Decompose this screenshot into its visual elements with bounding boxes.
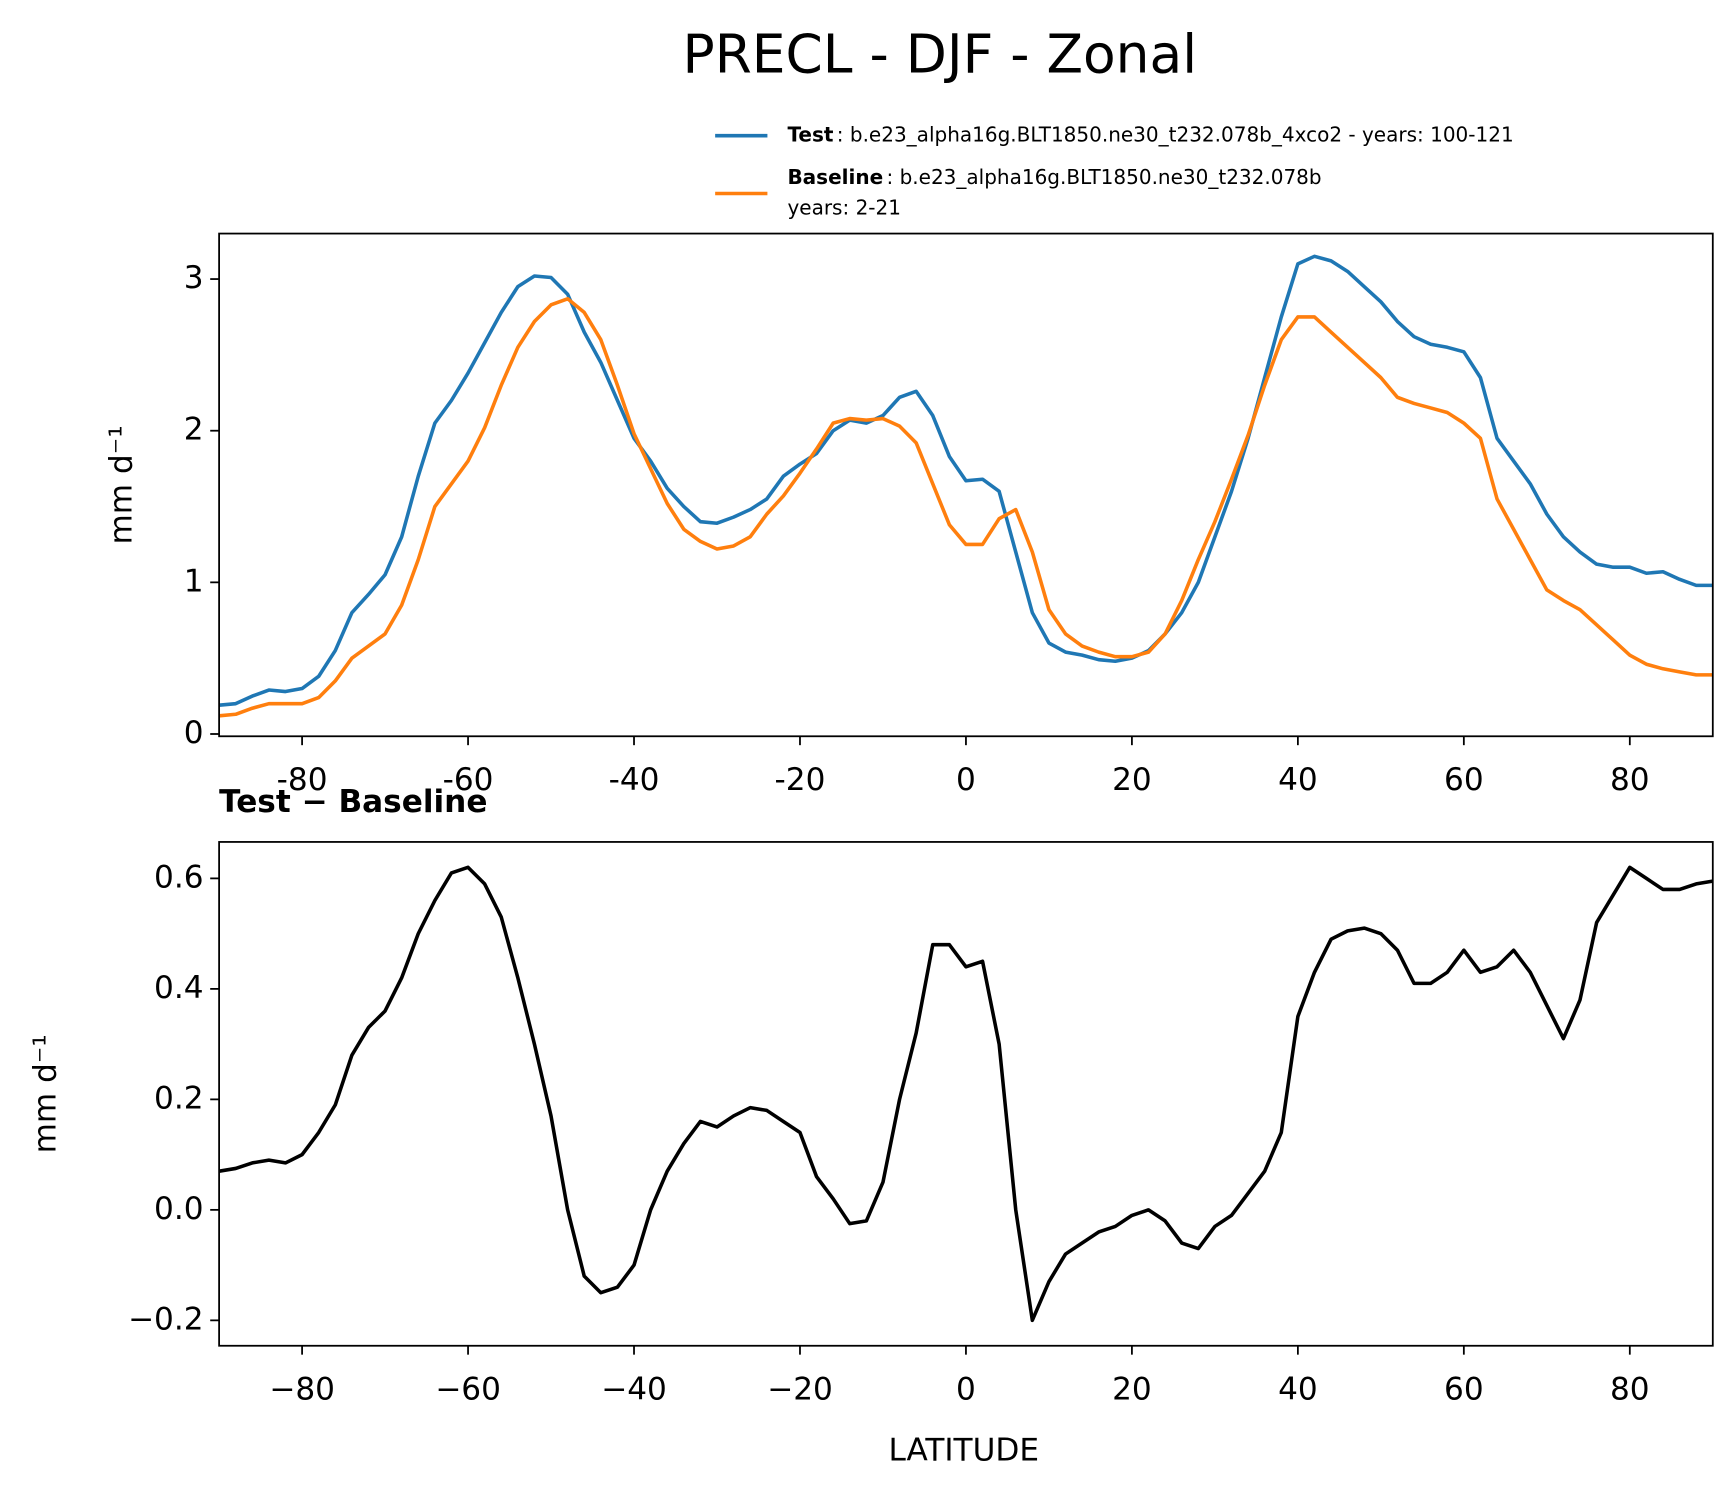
- legend-label: : b.e23_alpha16g.BLT1850.ne30_t232.078b_…: [837, 122, 1514, 146]
- legend-name: Baseline: [787, 164, 883, 188]
- legend-entry: Baseline: b.e23_alpha16g.BLT1850.ne30_t2…: [787, 164, 1321, 188]
- legend-name: Test: [787, 122, 833, 146]
- legend-entry: Test: b.e23_alpha16g.BLT1850.ne30_t232.0…: [787, 122, 1513, 146]
- x-tick-label: 40: [1278, 1371, 1318, 1407]
- x-tick-label: −80: [269, 1371, 335, 1407]
- x-tick-label: -20: [775, 762, 826, 798]
- panel-title: Test − Baseline: [219, 784, 487, 820]
- x-axis-label: LATITUDE: [888, 1432, 1039, 1468]
- x-tick-label: 80: [1610, 1371, 1650, 1407]
- y-tick-label: 0.2: [154, 1080, 204, 1116]
- y-tick-label: 2: [184, 412, 204, 448]
- x-tick-label: 60: [1444, 762, 1484, 798]
- y-tick-label: −0.2: [128, 1301, 204, 1337]
- y-axis-label: mm d⁻¹: [103, 425, 139, 544]
- y-axis-label: mm d⁻¹: [28, 1034, 64, 1153]
- x-tick-label: 60: [1444, 1371, 1484, 1407]
- x-tick-label: 80: [1610, 762, 1650, 798]
- x-tick-label: 0: [956, 1371, 976, 1407]
- x-tick-label: 40: [1278, 762, 1318, 798]
- x-tick-label: 20: [1112, 1371, 1152, 1407]
- plot-frame: [218, 232, 1714, 738]
- series-line: [219, 296, 1713, 718]
- x-tick-label: −40: [601, 1371, 667, 1407]
- x-tick-label: 20: [1112, 762, 1152, 798]
- x-tick-label: 0: [956, 762, 976, 798]
- series-line: [219, 865, 1713, 1323]
- y-tick-label: 0.4: [154, 970, 204, 1006]
- plot-frame: [218, 841, 1714, 1347]
- series-line: [219, 254, 1713, 707]
- y-tick-label: 0.6: [154, 859, 204, 895]
- legend-label: years: 2-21: [787, 196, 901, 220]
- x-tick-label: −20: [767, 1371, 833, 1407]
- x-tick-label: -40: [609, 762, 660, 798]
- y-tick-label: 1: [184, 563, 204, 599]
- y-tick-label: 0.0: [154, 1191, 204, 1227]
- x-tick-label: -80: [277, 762, 328, 798]
- y-tick-label: 0: [184, 715, 204, 751]
- y-tick-label: 3: [184, 260, 204, 296]
- x-tick-label: -60: [443, 762, 494, 798]
- legend-label: : b.e23_alpha16g.BLT1850.ne30_t232.078b: [887, 164, 1322, 188]
- chart-title: PRECL - DJF - Zonal: [683, 22, 1198, 85]
- figure-body: PRECL - DJF - Zonal 0 1 2 3 -80 -60 -40 -20 0 20 40…: [28, 22, 1714, 1468]
- x-tick-label: −60: [435, 1371, 501, 1407]
